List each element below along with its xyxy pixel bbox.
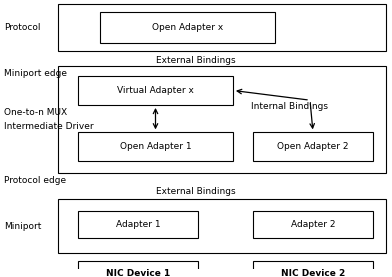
Text: Adapter 2: Adapter 2 bbox=[291, 220, 335, 229]
Bar bbox=[100, 12, 275, 43]
Text: Intermediate Driver: Intermediate Driver bbox=[4, 122, 94, 131]
Bar bbox=[78, 76, 233, 105]
Text: Miniport edge: Miniport edge bbox=[4, 70, 67, 78]
Bar bbox=[58, 4, 386, 51]
Text: NIC Device 2: NIC Device 2 bbox=[281, 269, 345, 277]
Text: Protocol: Protocol bbox=[4, 23, 40, 32]
Text: Internal Bindings: Internal Bindings bbox=[252, 102, 328, 111]
Text: Open Adapter 2: Open Adapter 2 bbox=[277, 142, 349, 151]
Bar bbox=[58, 66, 386, 173]
Text: Adapter 1: Adapter 1 bbox=[116, 220, 160, 229]
Text: Virtual Adapter x: Virtual Adapter x bbox=[117, 86, 194, 95]
Text: Protocol edge: Protocol edge bbox=[4, 176, 66, 185]
Text: Open Adapter x: Open Adapter x bbox=[152, 23, 223, 32]
Text: NIC Device 1: NIC Device 1 bbox=[106, 269, 170, 277]
Bar bbox=[78, 211, 198, 238]
Text: External Bindings: External Bindings bbox=[156, 187, 236, 196]
Bar bbox=[253, 211, 373, 238]
Bar bbox=[78, 132, 233, 161]
Bar bbox=[253, 132, 373, 161]
Bar bbox=[78, 261, 198, 277]
Bar bbox=[253, 261, 373, 277]
Bar bbox=[58, 199, 386, 253]
Text: Miniport: Miniport bbox=[4, 222, 42, 231]
Text: Open Adapter 1: Open Adapter 1 bbox=[120, 142, 191, 151]
Text: One-to-n MUX: One-to-n MUX bbox=[4, 108, 67, 117]
Text: External Bindings: External Bindings bbox=[156, 56, 236, 65]
